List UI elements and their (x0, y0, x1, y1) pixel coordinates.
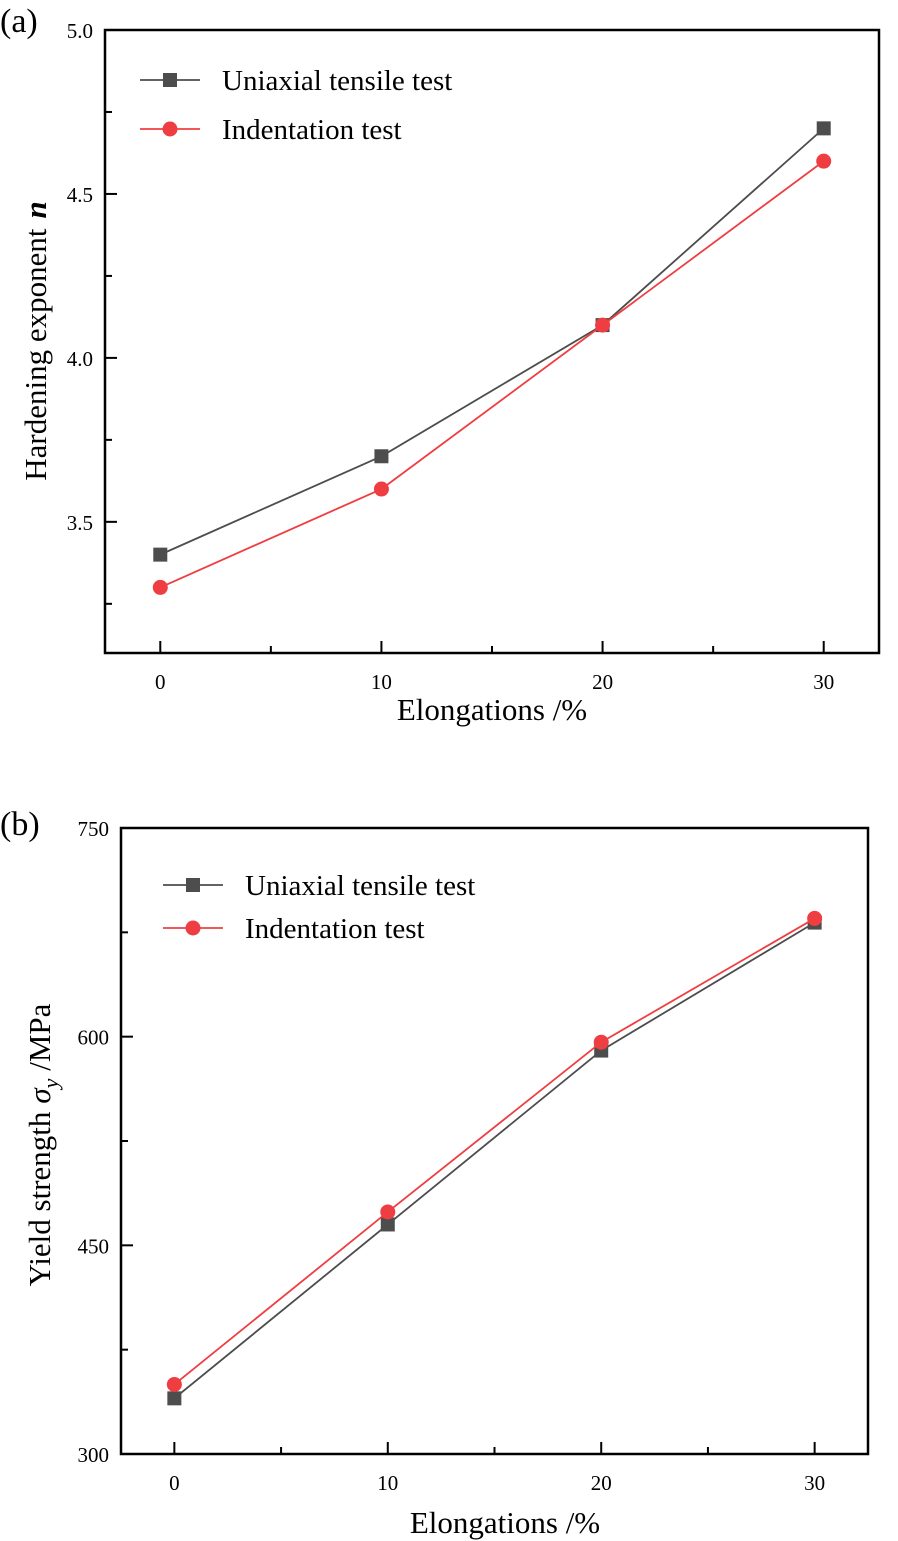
data-point-circle (380, 1204, 396, 1220)
panel-b-y-axis-subscript: y (38, 1078, 63, 1090)
panel-a-y-axis-symbol: n (18, 201, 53, 218)
x-tick-label: 20 (592, 670, 613, 694)
panel-a-x-axis-title: Elongations /% (397, 692, 587, 727)
panel-a-y-axis-title: Hardening exponent n (18, 201, 53, 480)
x-tick-label: 10 (377, 1471, 398, 1495)
x-tick-label: 10 (371, 670, 392, 694)
series-line-uniaxial (173, 921, 816, 1400)
x-tick-label: 0 (155, 670, 166, 694)
legend-label-indentation: Indentation test (222, 114, 402, 146)
y-tick-label: 450 (78, 1234, 110, 1258)
legend-square-marker-icon (163, 73, 177, 87)
x-tick-label: 0 (169, 1471, 180, 1495)
panel-b-chart: (b) 300 450 600 750 0 10 20 30 Uniaxial tensil… (0, 806, 870, 1540)
data-point-circle (595, 317, 611, 333)
legend-label-indentation: Indentation test (245, 913, 425, 945)
data-point-circle (807, 910, 823, 926)
panel-b-y-axis: 300 450 600 750 (78, 817, 133, 1467)
y-tick-label: 750 (78, 817, 110, 841)
y-tick-label: 5.0 (67, 19, 93, 43)
y-tick-label: 3.5 (67, 511, 93, 535)
panel-a-series (152, 121, 832, 595)
legend-circle-marker-icon (185, 920, 201, 936)
data-point-square (153, 547, 168, 562)
data-point-circle (593, 1034, 609, 1050)
panel-b-y-axis-symbol: σ (22, 1087, 57, 1104)
x-tick-label: 20 (591, 1471, 612, 1495)
panel-b-series (166, 910, 823, 1406)
series-line-uniaxial (159, 127, 825, 556)
plot-frame (119, 826, 870, 1456)
panel-a-y-axis-title-text: Hardening exponent (18, 228, 53, 481)
panel-b-legend: Uniaxial tensile test Indentation test (163, 870, 475, 945)
y-tick-label: 4.0 (67, 347, 93, 371)
y-tick-label: 300 (78, 1443, 110, 1467)
panel-a-chart: (a) 3.5 4.0 4.5 5.0 0 10 20 30 Uniaxial tensil… (0, 3, 881, 727)
panel-a-x-axis: 0 10 20 30 (155, 641, 834, 694)
series-line-indentation (173, 917, 816, 1386)
panel-b-x-axis-title: Elongations /% (410, 1505, 600, 1540)
y-tick-label: 600 (78, 1026, 110, 1050)
panel-b-y-axis-title: Yield strength σy /MPa (22, 1003, 63, 1286)
legend-label-uniaxial: Uniaxial tensile test (222, 65, 452, 97)
panel-b-y-axis-unit: /MPa (22, 1003, 57, 1078)
plot-frame (103, 28, 881, 655)
data-point-square (167, 1391, 182, 1406)
panel-a-label: (a) (0, 3, 38, 40)
legend-circle-marker-icon (162, 121, 178, 137)
data-point-circle (152, 579, 168, 595)
legend-label-uniaxial: Uniaxial tensile test (245, 870, 475, 902)
data-point-square (816, 121, 831, 136)
y-tick-label: 4.5 (67, 183, 93, 207)
panel-a-legend: Uniaxial tensile test Indentation test (140, 65, 452, 146)
data-point-square (380, 1217, 395, 1232)
panel-a-y-axis: 3.5 4.0 4.5 5.0 (67, 19, 117, 605)
panel-b-y-axis-title-text: Yield strength (22, 1111, 57, 1286)
legend-square-marker-icon (186, 878, 200, 892)
data-point-square (374, 449, 389, 464)
data-point-circle (373, 481, 389, 497)
panel-b-label: (b) (0, 806, 40, 843)
data-point-circle (816, 153, 832, 169)
x-tick-label: 30 (813, 670, 834, 694)
x-tick-label: 30 (804, 1471, 825, 1495)
series-line-indentation (159, 160, 825, 589)
panel-b-x-axis: 0 10 20 30 (169, 1442, 825, 1495)
data-point-circle (166, 1376, 182, 1392)
